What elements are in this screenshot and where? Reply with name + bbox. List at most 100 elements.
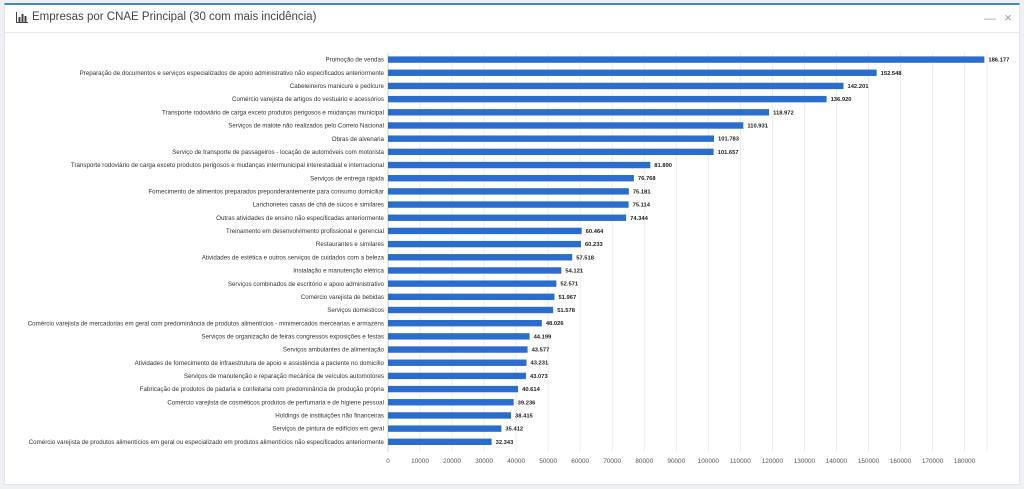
bar xyxy=(388,148,714,156)
value-label: 51.967 xyxy=(558,295,576,301)
category-label: Cabeleireiros manicure e pedicure xyxy=(290,83,385,90)
category-label: Comércio varejista de mercadorias em ger… xyxy=(28,320,384,327)
category-label: Serviços de pintura de edifícios em gera… xyxy=(272,426,384,433)
category-label: Fornecimento de alimentos preparados pre… xyxy=(148,188,384,195)
category-label: Transporte rodoviário de carga exceto pr… xyxy=(71,162,384,169)
panel-title: Empresas por CNAE Principal (30 com mais… xyxy=(32,11,317,23)
category-label: Serviços ambulantes de alimentação xyxy=(283,347,385,354)
x-tick-label: 60000 xyxy=(571,458,589,465)
x-tick-label: 140000 xyxy=(826,458,848,465)
value-label: 48.026 xyxy=(546,321,565,327)
bar xyxy=(388,227,582,235)
bar xyxy=(388,122,744,129)
value-label: 40.614 xyxy=(522,387,541,393)
bar xyxy=(388,319,542,327)
value-label: 136.920 xyxy=(831,97,852,103)
x-tick-label: 160000 xyxy=(890,458,912,465)
category-label: Treinamento em desenvolvimento profissio… xyxy=(226,228,384,235)
category-label: Atividades de estética e outros serviços… xyxy=(202,254,385,261)
x-tick-label: 80000 xyxy=(635,458,653,465)
bar xyxy=(388,161,651,169)
value-label: 54.121 xyxy=(565,268,584,274)
value-label: 75.181 xyxy=(633,189,652,195)
bar xyxy=(388,135,715,142)
value-label: 118.972 xyxy=(773,110,794,116)
value-label: 32.343 xyxy=(496,440,515,446)
value-label: 142.201 xyxy=(847,84,869,90)
value-label: 57.518 xyxy=(576,255,595,261)
bar xyxy=(388,425,502,432)
bar xyxy=(388,385,519,393)
category-label: Transporte rodoviário de carga exceto pr… xyxy=(162,109,384,116)
value-label: 75.114 xyxy=(633,203,651,209)
value-label: 60.464 xyxy=(586,229,605,235)
minimize-icon[interactable]: — xyxy=(984,11,996,25)
bar xyxy=(388,69,877,76)
x-tick-label: 20000 xyxy=(443,458,461,465)
x-tick-label: 130000 xyxy=(794,458,816,465)
category-label: Preparação de documentos e serviços espe… xyxy=(80,70,385,77)
category-label: Serviços de organização de feiras congre… xyxy=(201,333,384,340)
bar xyxy=(388,306,554,314)
value-label: 101.783 xyxy=(718,137,740,143)
category-label: Instalação e manutenção elétrica xyxy=(293,268,384,275)
bar xyxy=(388,280,557,287)
bar xyxy=(388,412,512,419)
bar xyxy=(388,56,985,63)
bar xyxy=(388,175,634,182)
x-tick-label: 100000 xyxy=(698,458,720,465)
x-tick-label: 90000 xyxy=(667,458,685,465)
category-label: Serviço de transporte de passageiros - l… xyxy=(172,149,384,156)
category-label: Promoção de vendas xyxy=(326,57,384,64)
value-label: 186.177 xyxy=(988,58,1009,64)
bar xyxy=(388,254,573,261)
bar xyxy=(388,188,629,195)
bar xyxy=(388,346,528,353)
close-icon[interactable]: × xyxy=(1004,10,1012,25)
bar xyxy=(388,372,526,380)
bar xyxy=(388,240,581,248)
category-label: Comércio varejista de produtos alimentíc… xyxy=(29,439,385,446)
category-label: Obras de alvenaria xyxy=(332,136,385,143)
x-tick-label: 10000 xyxy=(411,458,429,465)
x-tick-label: 150000 xyxy=(858,458,880,465)
value-label: 152.548 xyxy=(881,71,903,77)
value-label: 35.412 xyxy=(505,427,523,433)
category-label: Atividades de fornecimento de infraestru… xyxy=(135,360,385,367)
value-label: 43.073 xyxy=(530,374,549,380)
value-label: 43.231 xyxy=(530,361,549,367)
bar xyxy=(388,214,627,221)
value-label: 101.657 xyxy=(718,150,739,156)
value-label: 44.199 xyxy=(534,334,553,340)
category-label: Comércio varejista de bebidas xyxy=(301,294,384,301)
bar xyxy=(388,109,770,116)
bar xyxy=(388,438,492,446)
category-label: Fabricação de produtos de padaria e conf… xyxy=(140,386,385,393)
value-label: 51.578 xyxy=(557,308,576,314)
category-label: Serviços de manutenção e reparação mecân… xyxy=(184,373,384,380)
x-tick-label: 30000 xyxy=(475,458,493,465)
value-label: 74.344 xyxy=(630,216,649,222)
value-label: 81.890 xyxy=(654,163,672,169)
bar xyxy=(388,267,562,274)
bar-chart-icon xyxy=(16,12,28,23)
value-label: 52.571 xyxy=(560,282,579,288)
value-label: 110.931 xyxy=(747,123,768,129)
x-tick-label: 110000 xyxy=(730,458,751,465)
bar xyxy=(388,95,827,103)
category-label: Lanchonetes casas de chá de sucos e simi… xyxy=(253,202,384,209)
value-label: 60.233 xyxy=(585,242,604,248)
bar xyxy=(388,399,514,406)
category-label: Outras atividades de ensino não especifi… xyxy=(216,215,384,222)
category-label: Comércio varejista de cosméticos produto… xyxy=(167,399,384,406)
category-label: Holdings de instituições não financeiras xyxy=(275,413,384,420)
x-tick-label: 50000 xyxy=(539,458,557,465)
category-label: Serviços de entrega rápida xyxy=(310,175,385,182)
value-label: 38.415 xyxy=(515,413,534,419)
category-label: Comércio varejista de artigos do vestuár… xyxy=(232,96,384,103)
category-label: Serviços de malote não realizados pelo C… xyxy=(228,123,384,130)
x-tick-label: 120000 xyxy=(762,458,784,465)
x-tick-label: 40000 xyxy=(507,458,525,465)
value-label: 76.768 xyxy=(638,176,657,182)
